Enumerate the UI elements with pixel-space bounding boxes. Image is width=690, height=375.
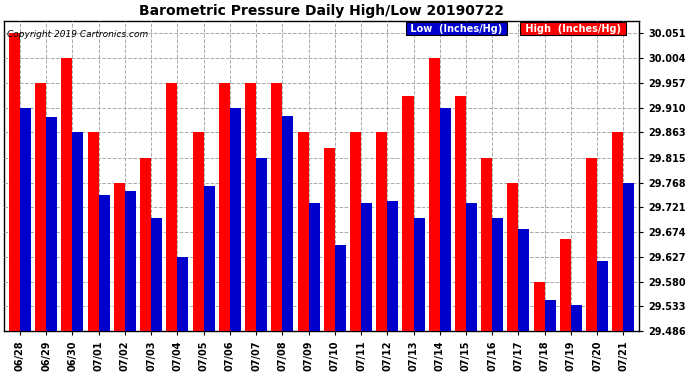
Bar bbox=[282, 116, 293, 331]
Bar bbox=[9, 33, 20, 331]
Bar bbox=[245, 83, 256, 331]
Bar bbox=[204, 186, 215, 331]
Bar bbox=[376, 132, 387, 331]
Bar bbox=[560, 240, 571, 331]
Bar bbox=[533, 282, 544, 331]
Bar bbox=[271, 83, 282, 331]
Bar bbox=[99, 195, 110, 331]
Bar bbox=[440, 108, 451, 331]
Bar bbox=[413, 218, 424, 331]
Bar bbox=[544, 300, 555, 331]
Text: Low  (Inches/Hg): Low (Inches/Hg) bbox=[407, 24, 506, 34]
Bar bbox=[166, 83, 177, 331]
Bar bbox=[518, 229, 529, 331]
Bar bbox=[20, 108, 31, 331]
Bar bbox=[219, 83, 230, 331]
Bar bbox=[350, 132, 361, 331]
Bar bbox=[256, 158, 267, 331]
Bar bbox=[88, 132, 99, 331]
Bar bbox=[140, 158, 151, 331]
Bar bbox=[72, 132, 83, 331]
Bar bbox=[361, 202, 372, 331]
Bar bbox=[46, 117, 57, 331]
Bar bbox=[335, 245, 346, 331]
Bar bbox=[308, 202, 319, 331]
Bar bbox=[455, 96, 466, 331]
Bar bbox=[35, 83, 46, 331]
Bar bbox=[466, 202, 477, 331]
Bar bbox=[586, 158, 598, 331]
Bar bbox=[230, 108, 241, 331]
Bar bbox=[114, 183, 125, 331]
Bar bbox=[492, 218, 503, 331]
Bar bbox=[387, 201, 398, 331]
Bar bbox=[297, 132, 308, 331]
Bar bbox=[151, 218, 162, 331]
Bar bbox=[428, 58, 440, 331]
Bar bbox=[507, 183, 518, 331]
Title: Barometric Pressure Daily High/Low 20190722: Barometric Pressure Daily High/Low 20190… bbox=[139, 4, 504, 18]
Bar bbox=[481, 158, 492, 331]
Text: High  (Inches/Hg): High (Inches/Hg) bbox=[522, 24, 624, 34]
Bar bbox=[613, 132, 624, 331]
Bar bbox=[598, 261, 608, 331]
Bar bbox=[177, 257, 188, 331]
Bar bbox=[624, 183, 635, 331]
Bar bbox=[61, 58, 72, 331]
Bar bbox=[571, 305, 582, 331]
Bar bbox=[324, 148, 335, 331]
Text: Copyright 2019 Cartronics.com: Copyright 2019 Cartronics.com bbox=[8, 30, 148, 39]
Bar bbox=[402, 96, 413, 331]
Bar bbox=[125, 191, 136, 331]
Bar bbox=[193, 132, 204, 331]
